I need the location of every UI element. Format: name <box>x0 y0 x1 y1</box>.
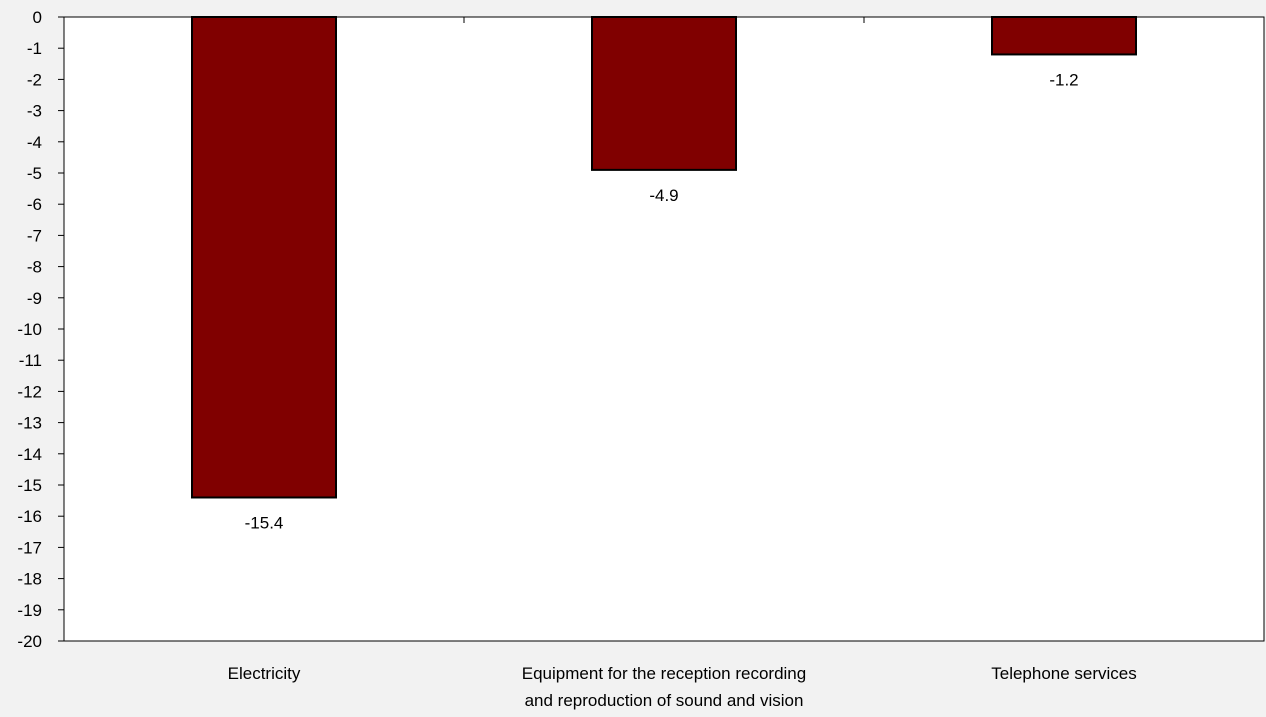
y-tick-label: -8 <box>27 258 42 277</box>
bar <box>591 16 737 171</box>
data-label: -4.9 <box>649 186 678 205</box>
y-tick-label: -20 <box>17 632 42 651</box>
y-tick-label: -12 <box>17 382 42 401</box>
category-labels: Electricity Equipment for the reception r… <box>228 664 1137 710</box>
bar <box>991 16 1137 56</box>
y-tick-label: 0 <box>33 8 42 27</box>
y-tick-label: -17 <box>17 538 42 557</box>
category-label: Equipment for the reception recording <box>522 664 806 683</box>
y-tick-label: -14 <box>17 445 42 464</box>
category-label: Electricity <box>228 664 301 683</box>
y-tick-label: -1 <box>27 39 42 58</box>
y-axis-ticks <box>58 16 64 642</box>
data-label: -15.4 <box>245 513 284 532</box>
y-tick-label: -15 <box>17 476 42 495</box>
y-axis-tick-labels: 0 -1 -2 -3 -4 -5 -6 -7 -8 -9 -10 -11 -12 -13 -14 -15 -16… <box>17 8 42 651</box>
bar <box>191 16 337 499</box>
y-tick-label: -7 <box>27 226 42 245</box>
y-tick-label: -18 <box>17 570 42 589</box>
y-tick-label: -5 <box>27 164 42 183</box>
bar-series <box>191 16 1137 499</box>
y-tick-label: -19 <box>17 601 42 620</box>
y-tick-label: -13 <box>17 414 42 433</box>
y-tick-label: -3 <box>27 102 42 121</box>
category-label: Telephone services <box>991 664 1137 683</box>
y-tick-label: -2 <box>27 70 42 89</box>
y-tick-label: -9 <box>27 289 42 308</box>
y-tick-label: -6 <box>27 195 42 214</box>
y-tick-label: -4 <box>27 133 42 152</box>
data-label: -1.2 <box>1049 70 1078 89</box>
plot-frame <box>63 16 1265 642</box>
x-axis-ticks <box>463 17 865 23</box>
y-tick-label: -16 <box>17 507 42 526</box>
data-labels: -15.4 -4.9 -1.2 <box>245 70 1079 532</box>
y-tick-label: -10 <box>17 320 42 339</box>
y-tick-label: -11 <box>19 351 42 370</box>
category-label: and reproduction of sound and vision <box>525 691 804 710</box>
